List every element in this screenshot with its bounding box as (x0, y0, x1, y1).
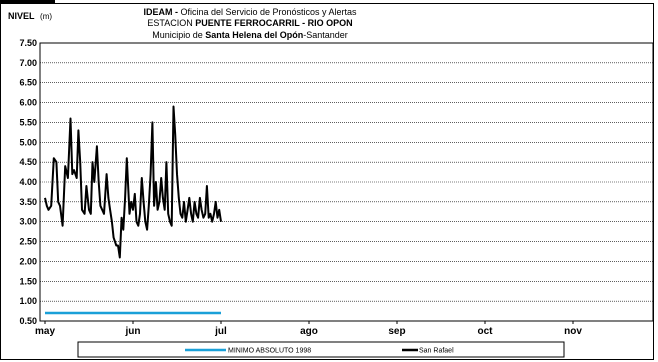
title-line-3: Municipio de Santa Helena del Opón-Santa… (152, 30, 348, 40)
series-line-san-rafael (44, 105, 222, 259)
y-tick-label: 0.50 (19, 316, 37, 326)
x-tick-label: jun (125, 326, 141, 337)
y-tick-label: 2.00 (19, 256, 37, 266)
y-axis-title-label: NIVEL (8, 11, 35, 21)
y-tick-label: 5.50 (19, 117, 37, 127)
x-tick-label: ago (300, 326, 318, 337)
y-tick-label: 2.50 (19, 237, 37, 247)
y-axis-title-unit: (m) (40, 12, 52, 21)
y-tick-label: 3.00 (19, 217, 37, 227)
x-tick-label: may (35, 326, 55, 337)
series-layer (44, 105, 222, 315)
legend-label-san-rafael: San Rafael (419, 348, 454, 355)
y-tick-label: 6.50 (19, 78, 37, 88)
y-tick-label: 6.00 (19, 98, 37, 108)
y-tick-label: 4.00 (19, 177, 37, 187)
x-tick-label: nov (564, 326, 582, 337)
legend-label-minimo: MINIMO ABSOLUTO 1998 (228, 348, 311, 355)
y-tick-labels: 7.50 7.00 6.50 6.00 5.50 5.00 4.50 4.00 3.50 3.00… (19, 38, 37, 326)
y-tick-label: 3.50 (19, 197, 37, 207)
y-axis-title: NIVEL (m) (8, 11, 52, 21)
y-tick-label: 7.00 (19, 58, 37, 68)
title-line-1: IDEAM - Oficina del Servicio de Pronósti… (143, 7, 357, 17)
x-tick-labels: may jun jul ago sep oct nov (35, 321, 582, 337)
legend-box (77, 341, 565, 358)
header-strip (0, 0, 55, 3)
title-line-2: ESTACION PUENTE FERROCARRIL - RIO OPON (147, 18, 352, 28)
y-tick-label: 1.50 (19, 276, 37, 286)
x-tick-label: sep (388, 326, 405, 337)
y-tick-label: 7.50 (19, 38, 37, 48)
x-tick-label: oct (478, 326, 494, 337)
y-tick-label: 1.00 (19, 296, 37, 306)
grid-layer (40, 62, 653, 302)
y-tick-label: 4.50 (19, 157, 37, 167)
y-tick-label: 5.00 (19, 137, 37, 147)
x-tick-label: jul (214, 326, 227, 337)
